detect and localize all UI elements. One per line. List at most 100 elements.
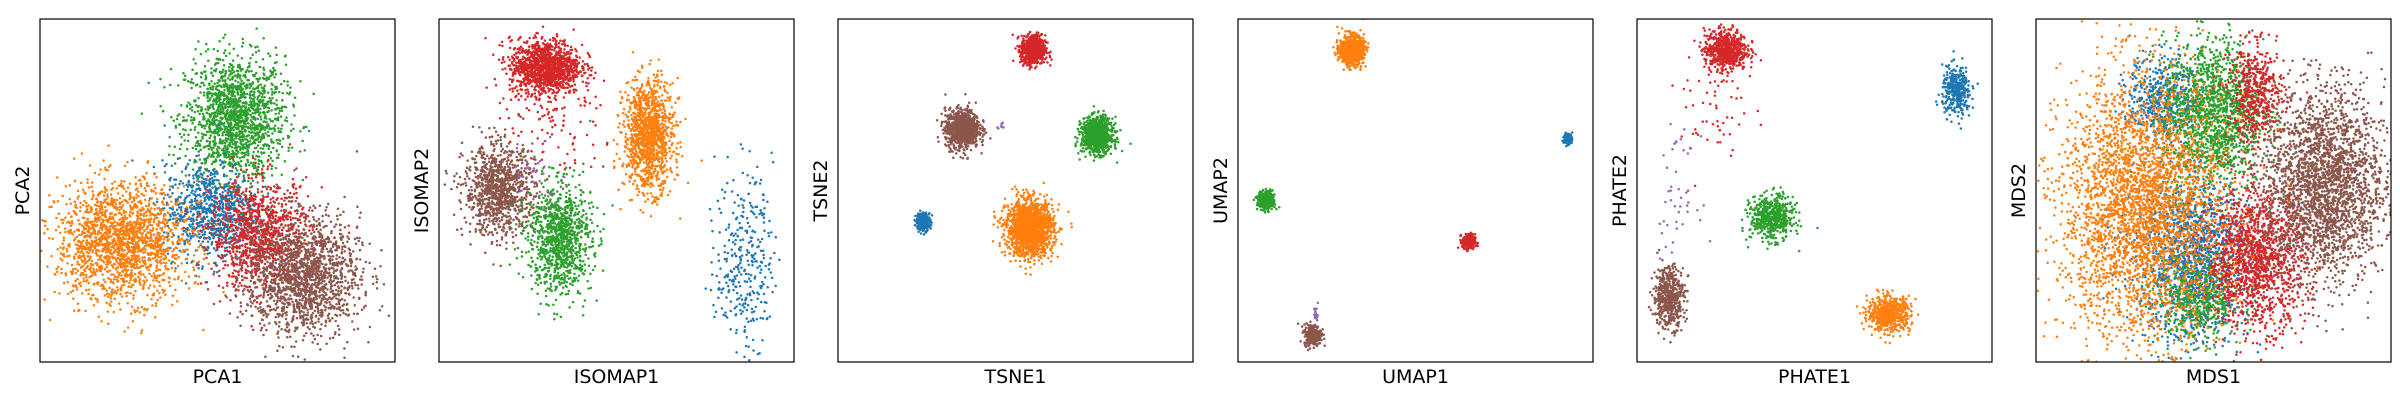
scatter-point (230, 145, 234, 149)
scatter-point (92, 229, 95, 233)
scatter-point (267, 158, 270, 162)
scatter-point (158, 291, 161, 295)
scatter-point (278, 139, 282, 142)
scatter-point (163, 124, 166, 127)
scatter-point (218, 101, 222, 104)
scatter-point (199, 215, 202, 218)
scatter-point (156, 289, 159, 292)
scatter-point (128, 213, 131, 217)
scatter-point (103, 237, 106, 241)
scatter-point (102, 278, 106, 281)
scatter-point (228, 169, 232, 173)
scatter-point (112, 198, 115, 202)
scatter-point (263, 262, 267, 266)
scatter-point (119, 264, 123, 268)
scatter-point (145, 227, 149, 231)
scatter-point (301, 139, 304, 143)
scatter-point (299, 184, 302, 188)
scatter-point (132, 297, 135, 300)
scatter-point (215, 118, 218, 122)
scatter-point (43, 298, 46, 301)
scatter-point (302, 206, 305, 209)
scatter-point (262, 68, 266, 72)
scatter-point (87, 281, 90, 285)
scatter-point (224, 199, 228, 203)
scatter-point (113, 206, 116, 209)
scatter-point (156, 239, 159, 243)
scatter-point (77, 228, 80, 231)
scatter-point (244, 70, 248, 74)
scatter-point (217, 151, 220, 154)
scatter-point (231, 282, 234, 286)
scatter-point (154, 316, 157, 319)
scatter-point (94, 297, 97, 300)
scatter-point (239, 168, 243, 172)
scatter-point (170, 115, 173, 119)
scatter-point (90, 185, 93, 189)
scatter-point (112, 262, 116, 266)
scatter-point (108, 225, 112, 228)
scatter-point (187, 101, 190, 104)
scatter-point (206, 99, 210, 103)
scatter-point (244, 245, 247, 249)
scatter-point (91, 272, 95, 275)
scatter-point (135, 193, 138, 196)
scatter-point (271, 96, 274, 100)
scatter-point (203, 252, 206, 256)
scatter-point (218, 274, 221, 278)
scatter-point (117, 302, 121, 305)
scatter-point (64, 216, 67, 219)
scatter-point (76, 263, 80, 266)
scatter-point (190, 219, 193, 223)
scatter-point (66, 261, 69, 265)
scatter-point (97, 229, 101, 232)
scatter-point (141, 248, 144, 252)
scatter-point (107, 276, 110, 280)
scatter-point (223, 33, 227, 36)
scatter-point (228, 62, 232, 66)
scatter-point (137, 245, 141, 248)
scatter-point (175, 208, 179, 212)
scatter-point (97, 173, 101, 176)
scatter-point (205, 111, 209, 115)
scatter-point (234, 104, 238, 107)
scatter-point (241, 201, 244, 204)
scatter-point (262, 134, 266, 138)
scatter-point (167, 238, 170, 241)
scatter-point (154, 301, 158, 305)
scatter-point (197, 104, 201, 108)
scatter-point (74, 279, 77, 283)
scatter-point (239, 195, 242, 198)
scatter-point (131, 159, 134, 162)
scatter-point (227, 138, 230, 141)
scatter-point (64, 230, 67, 234)
scatter-point (254, 127, 257, 130)
scatter-point (232, 110, 236, 114)
scatter-point (100, 223, 103, 227)
scatter-point (213, 128, 216, 132)
scatter-point (260, 190, 263, 193)
scatter-point (247, 176, 251, 180)
scatter-point (65, 247, 68, 250)
scatter-point (73, 200, 77, 203)
scatter-point (174, 126, 178, 129)
scatter-point (120, 284, 124, 288)
scatter-point (230, 126, 234, 130)
scatter-point (118, 202, 122, 205)
scatter-point (218, 80, 221, 83)
scatter-point (274, 87, 277, 91)
scatter-point (274, 90, 277, 94)
scatter-point (65, 203, 68, 206)
scatter-point (128, 281, 131, 285)
scatter-point (236, 193, 239, 196)
scatter-point (96, 254, 99, 257)
scatter-point (268, 54, 272, 58)
scatter-point (241, 95, 245, 99)
scatter-point (80, 224, 84, 228)
scatter-point (176, 299, 179, 303)
scatter-point (221, 206, 225, 210)
scatter-point (290, 206, 293, 209)
scatter-point (262, 172, 266, 175)
scatter-point (175, 257, 178, 260)
scatter-point (100, 319, 103, 323)
